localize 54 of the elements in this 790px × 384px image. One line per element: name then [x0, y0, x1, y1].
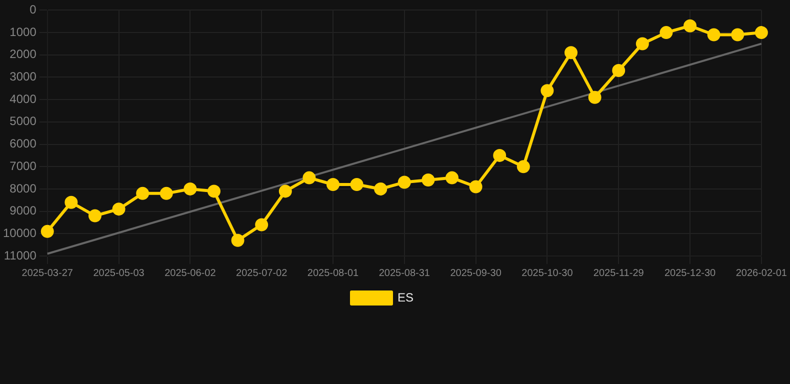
point	[516, 160, 530, 174]
y-tick-label: 1000	[10, 24, 37, 39]
point	[731, 28, 744, 42]
y-tick-label: 9000	[10, 204, 37, 218]
point	[326, 178, 340, 191]
point	[112, 202, 126, 216]
point	[160, 186, 173, 200]
y-tick-label: 2000	[10, 47, 37, 62]
point	[302, 171, 316, 184]
point	[88, 209, 102, 222]
point	[469, 180, 482, 194]
point	[754, 26, 768, 40]
y-tick-label: 4000	[10, 92, 37, 106]
point	[184, 182, 197, 196]
y-tick-label: 5000	[10, 114, 37, 128]
x-tick-label: 2025-10-30	[522, 268, 574, 279]
y-tick-label: 6000	[10, 136, 37, 151]
x-tick-label: 2025-08-31	[378, 268, 430, 279]
y-tick-label: 8000	[10, 181, 37, 196]
point	[540, 84, 554, 98]
point	[255, 218, 268, 232]
point	[64, 196, 78, 209]
point	[207, 184, 220, 198]
point	[446, 171, 458, 184]
x-tick-label: 2025-07-02	[236, 268, 288, 279]
point	[564, 46, 578, 60]
point	[398, 176, 411, 189]
point	[374, 182, 388, 196]
point	[350, 178, 364, 191]
x-tick-label: 2025-03-27	[22, 268, 74, 279]
x-tick-label: 2025-09-30	[450, 268, 502, 279]
x-tick-label: 2025-08-01	[307, 268, 360, 279]
legend-label: ES	[397, 290, 414, 304]
x-tick-label: 2025-12-30	[664, 268, 716, 279]
point	[588, 90, 602, 104]
point	[660, 26, 673, 40]
point	[707, 28, 720, 42]
y-tick-label: 0	[30, 2, 37, 17]
x-tick-label: 2025-11-29	[593, 268, 644, 279]
x-tick-label: 2026-02-01	[736, 268, 788, 279]
x-tick-label: 2025-05-03	[93, 268, 145, 279]
point	[422, 174, 435, 187]
point	[278, 184, 292, 198]
point	[612, 64, 626, 78]
y-tick-label: 3000	[10, 70, 37, 84]
y-tick-label: 7000	[10, 158, 37, 173]
point	[231, 234, 244, 247]
x-tick-label: 2025-06-02	[164, 268, 216, 279]
y-tick-label: 11000	[4, 248, 37, 262]
y-tick-label: 10000	[2, 226, 37, 240]
point	[684, 19, 697, 32]
point	[136, 186, 150, 200]
point	[493, 148, 506, 162]
point	[636, 37, 649, 50]
